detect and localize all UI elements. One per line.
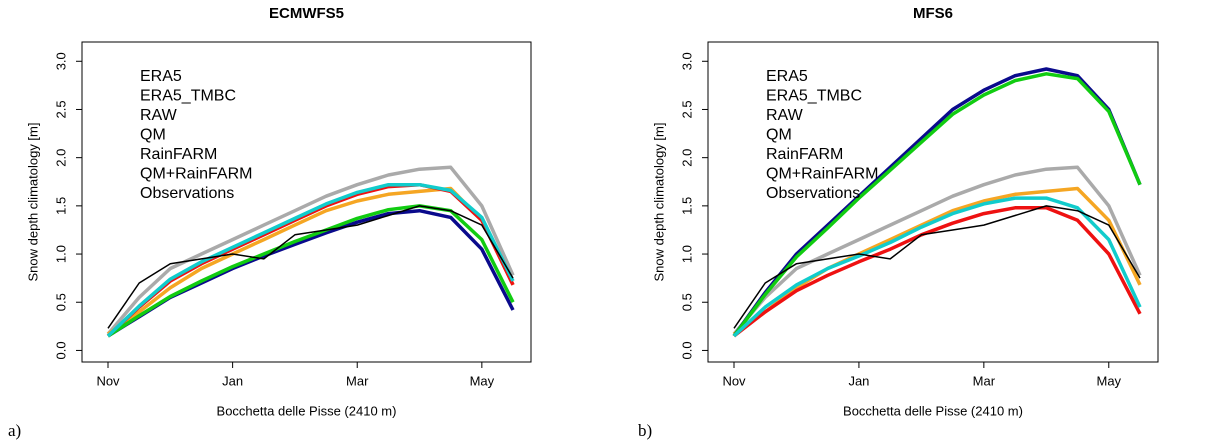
legend-entry: QM: [766, 127, 792, 144]
legend-entry: ERA5: [766, 68, 808, 85]
y-tick-label: 0.5: [679, 293, 694, 311]
y-tick-label: 1.5: [679, 197, 694, 215]
legend-entry: RAW: [766, 107, 804, 124]
legend-entry: QM+RainFARM: [140, 166, 252, 183]
x-axis-label: Bocchetta delle Pisse (2410 m): [843, 403, 1023, 418]
legend-entry: QM: [140, 127, 166, 144]
series-line: [732, 206, 1142, 338]
x-tick-label: Jan: [848, 373, 869, 388]
panel-label: a): [8, 421, 21, 440]
y-tick-label: 1.0: [679, 245, 694, 263]
y-axis-label: Snow depth climatology [m]: [651, 123, 666, 282]
legend-entry: RainFARM: [766, 146, 843, 163]
x-tick-label: Nov: [722, 373, 746, 388]
series-line: [732, 72, 1142, 338]
y-tick-label: 0.5: [53, 293, 68, 311]
series-line: [732, 165, 1142, 336]
y-tick-label: 1.5: [53, 197, 68, 215]
x-tick-label: Mar: [973, 373, 996, 388]
legend-entry: Observations: [766, 185, 860, 202]
x-axis-label: Bocchetta delle Pisse (2410 m): [217, 403, 397, 418]
legend-entry: ERA5_TMBC: [140, 88, 236, 105]
y-tick-label: 2.0: [679, 149, 694, 167]
y-tick-label: 0.0: [679, 341, 694, 359]
series-line: [107, 205, 514, 329]
y-tick-label: 0.0: [53, 341, 68, 359]
series-line: [733, 205, 1141, 329]
y-tick-label: 2.5: [679, 100, 694, 118]
x-tick-label: Mar: [346, 373, 369, 388]
y-tick-label: 1.0: [53, 245, 68, 263]
y-axis-label: Snow depth climatology [m]: [25, 123, 40, 282]
x-tick-label: May: [470, 373, 495, 388]
legend-entry: ERA5: [140, 68, 182, 85]
y-tick-label: 2.5: [53, 100, 68, 118]
legend-entry: QM+RainFARM: [766, 166, 878, 183]
x-tick-label: May: [1096, 373, 1121, 388]
series-line: [107, 208, 515, 338]
legend-entry: RAW: [140, 107, 178, 124]
x-tick-label: Jan: [222, 373, 243, 388]
series-line: [106, 165, 515, 336]
plot-frame: [707, 41, 1159, 363]
series-line: [732, 186, 1142, 336]
chart-title: MFS6: [913, 5, 953, 22]
y-tick-label: 3.0: [53, 52, 68, 70]
y-tick-label: 3.0: [679, 52, 694, 70]
legend-entry: RainFARM: [140, 146, 217, 163]
series-line: [732, 67, 1142, 338]
legend-entry: Observations: [140, 185, 234, 202]
series-line: [106, 182, 515, 338]
series-line: [732, 196, 1142, 338]
x-tick-label: Nov: [96, 373, 120, 388]
chart-title: ECMWFS5: [269, 5, 344, 22]
y-tick-label: 2.0: [53, 149, 68, 167]
plot-frame: [81, 41, 532, 363]
legend-entry: ERA5_TMBC: [766, 88, 862, 105]
panel-label: b): [638, 421, 652, 440]
series-line: [106, 182, 515, 338]
